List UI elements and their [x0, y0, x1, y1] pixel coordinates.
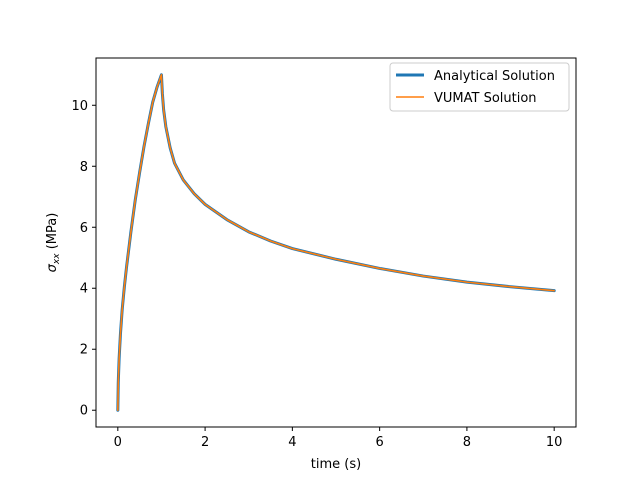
x-axis-label: time (s)	[311, 457, 361, 472]
y-tick-label: 4	[80, 282, 88, 297]
y-tick-label: 10	[71, 99, 88, 114]
legend-box	[389, 62, 570, 112]
x-tick-label: 2	[201, 435, 209, 450]
x-tick-label: 0	[114, 435, 122, 450]
legend: Analytical Solution VUMAT Solution	[389, 62, 570, 112]
y-axis-label-symbol: σ	[45, 263, 60, 272]
x-tick-label: 10	[546, 435, 563, 450]
legend-label-vumat: VUMAT Solution	[434, 91, 537, 106]
y-axis-label: σxx (MPa)	[45, 213, 62, 273]
y-tick-label: 0	[80, 404, 88, 419]
y-tick-label: 2	[80, 343, 88, 358]
x-tick-label: 8	[463, 435, 471, 450]
y-axis-label-subscript: xx	[52, 253, 62, 265]
x-tick-label: 6	[375, 435, 383, 450]
x-tick-label: 4	[288, 435, 296, 450]
legend-label-analytical: Analytical Solution	[434, 69, 555, 84]
y-axis: 0 2 4 6 8 10	[71, 99, 96, 419]
series-layer	[116, 73, 556, 412]
x-axis: 0 2 4 6 8 10	[114, 427, 563, 450]
y-tick-label: 6	[80, 221, 88, 236]
y-axis-label-unit: (MPa)	[45, 213, 60, 254]
y-tick-label: 8	[80, 160, 88, 175]
series-line-vumat	[117, 73, 555, 412]
plot-frame	[95, 57, 577, 428]
